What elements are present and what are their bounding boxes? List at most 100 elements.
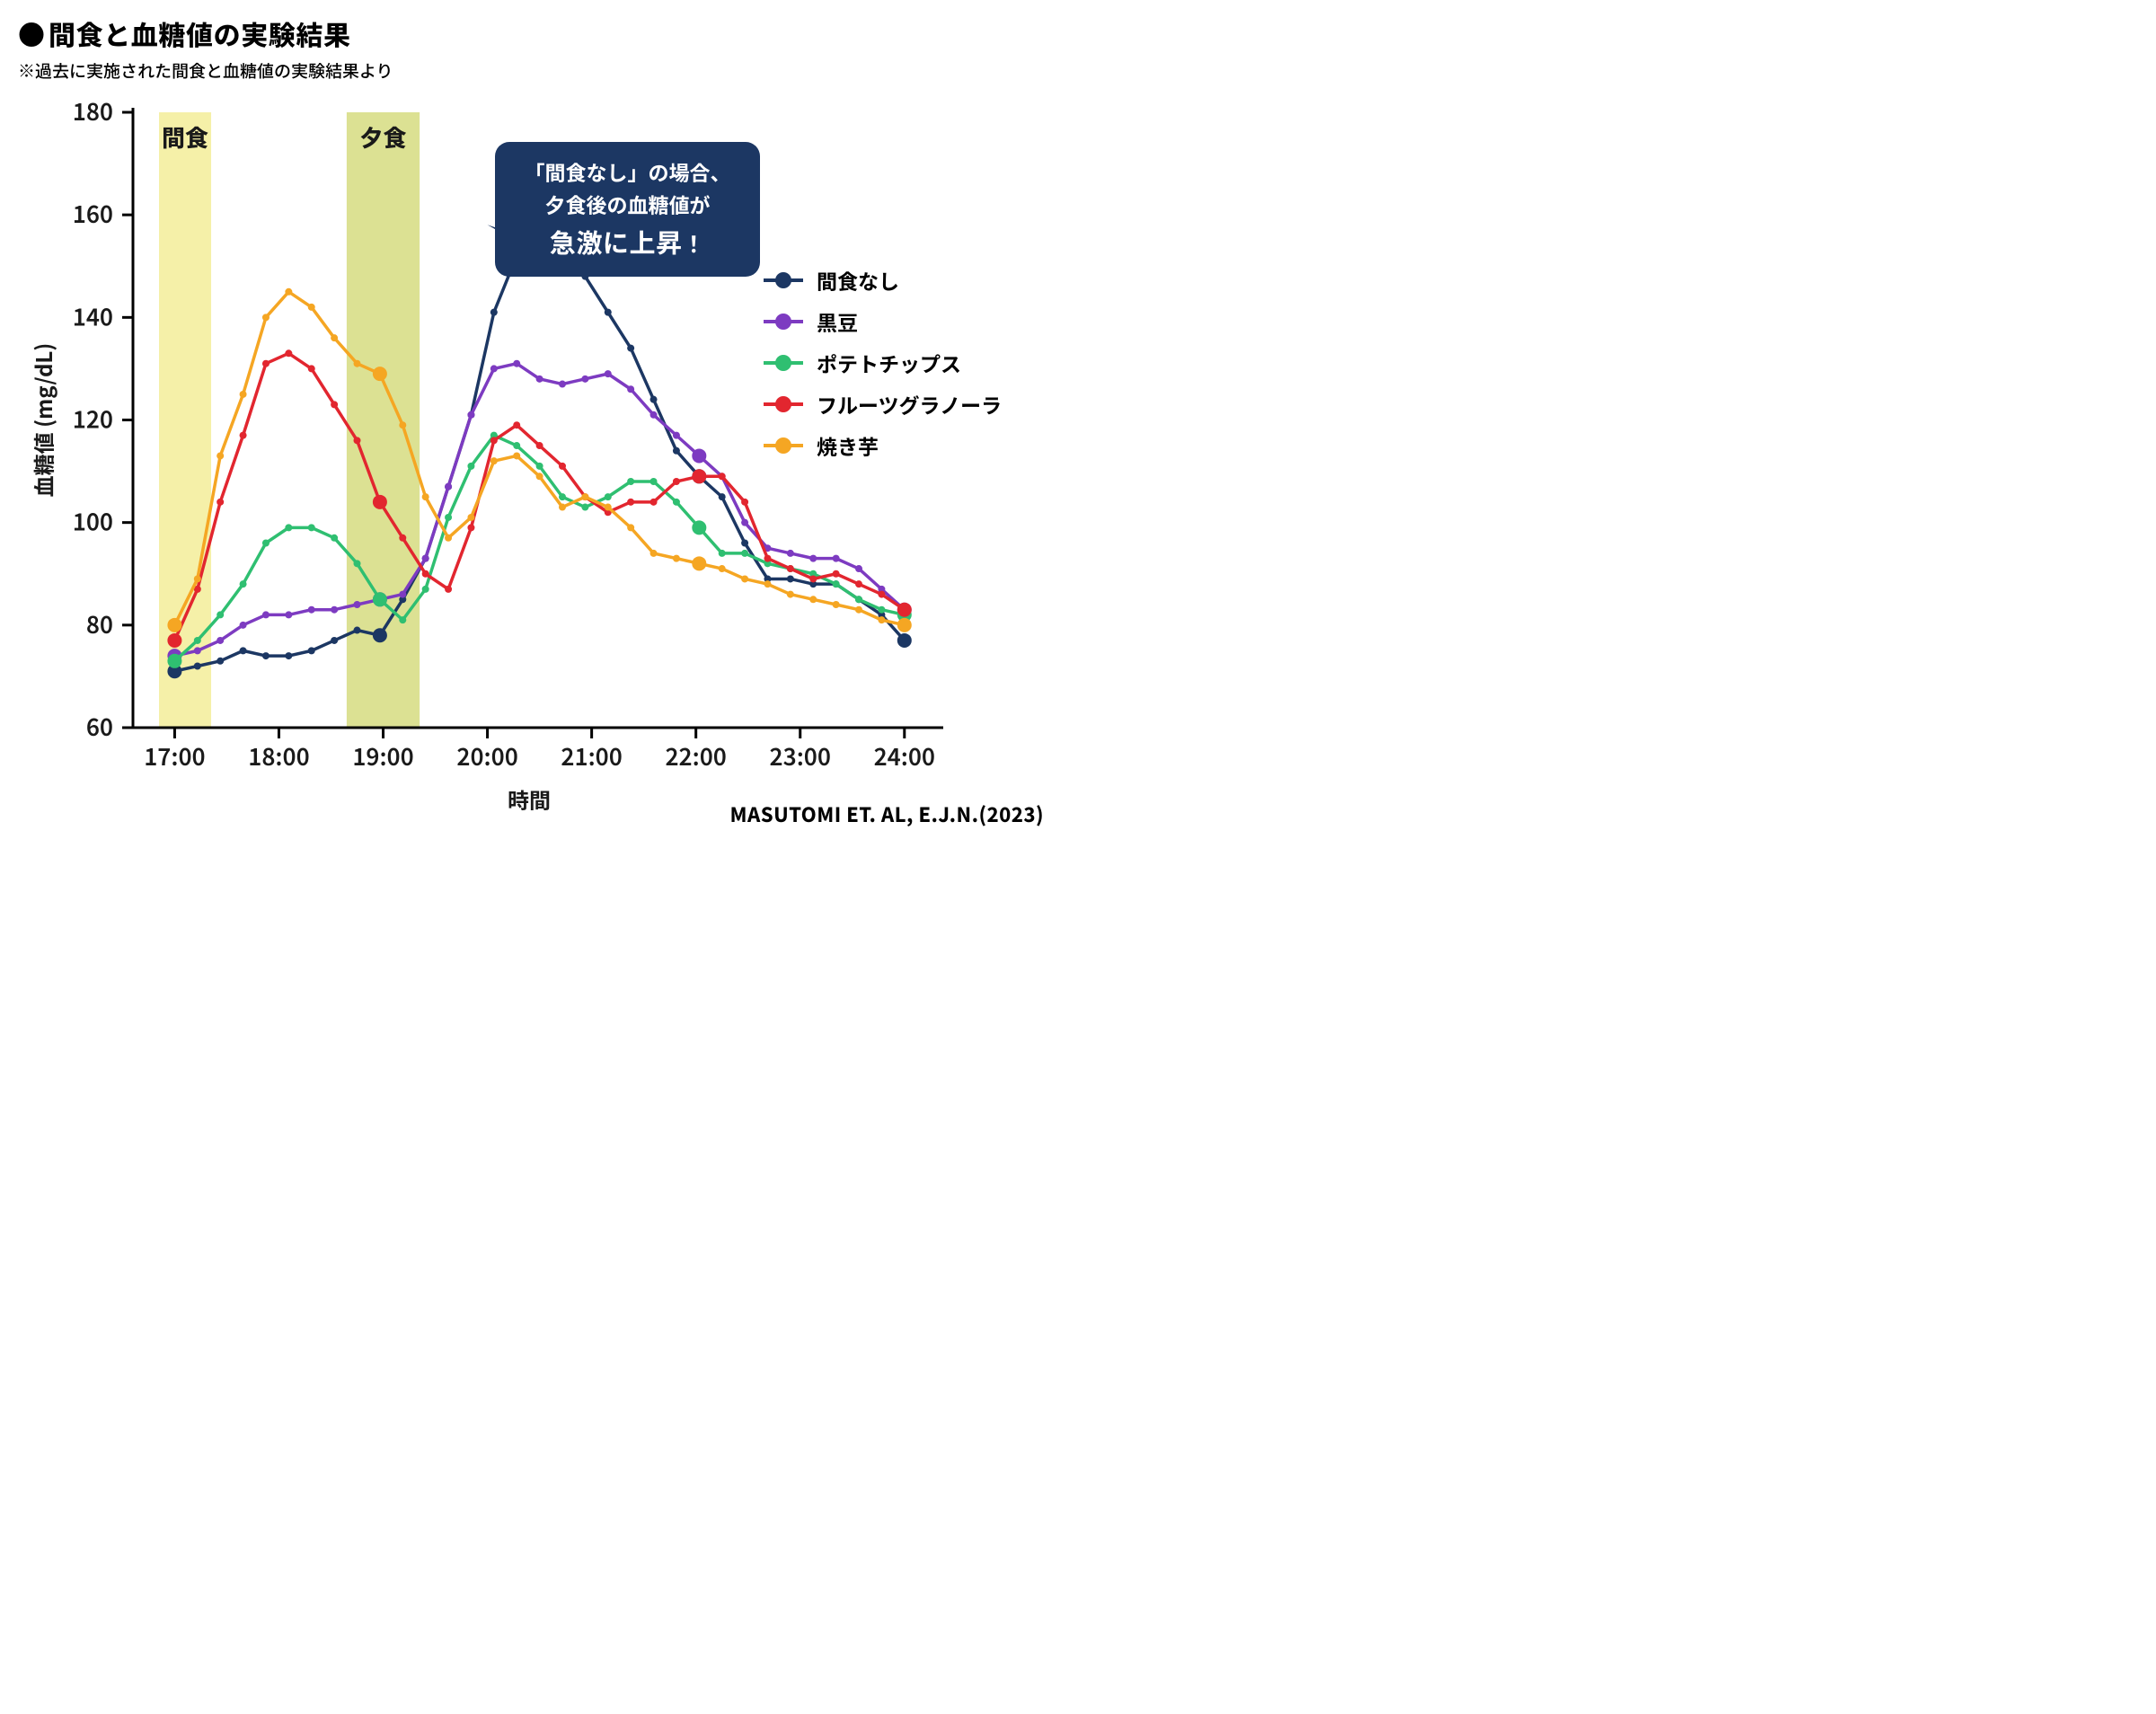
x-axis-label: 時間 (508, 783, 551, 815)
series-marker (581, 504, 588, 511)
series-marker (581, 375, 588, 383)
series-marker (559, 463, 566, 470)
series-marker (787, 591, 794, 598)
series-marker (285, 349, 292, 357)
series-marker (331, 401, 338, 408)
series-marker (833, 601, 840, 608)
series-marker (240, 432, 247, 439)
series-marker (833, 555, 840, 562)
series-marker (650, 478, 658, 485)
series-marker (650, 396, 658, 403)
page-title: 間食と血糖値の実験結果 (49, 13, 351, 53)
series-marker (285, 611, 292, 618)
series-marker (354, 437, 361, 444)
legend-swatch (759, 270, 808, 290)
legend-swatch (759, 353, 808, 373)
series-marker (809, 555, 817, 562)
series-marker (719, 473, 726, 480)
series-marker (855, 606, 862, 614)
series-marker (741, 550, 748, 557)
series-marker (741, 499, 748, 506)
citation: MASUTOMI ET. AL, E.J.N.(2023) (730, 800, 1044, 828)
legend-swatch (759, 312, 808, 331)
series-marker (331, 334, 338, 341)
band-label-0: 間食 (162, 120, 208, 154)
series-marker (627, 478, 634, 485)
series-marker (308, 304, 315, 311)
series-marker (216, 658, 224, 665)
series-marker (833, 580, 840, 588)
series-marker (216, 611, 224, 618)
series-marker (194, 637, 201, 644)
series-marker (354, 560, 361, 567)
series-marker (490, 309, 498, 316)
series-marker (513, 452, 520, 459)
series-marker (308, 524, 315, 531)
series-marker (559, 381, 566, 388)
series-marker (719, 493, 726, 500)
series-marker (627, 385, 634, 393)
series-marker (445, 483, 452, 490)
ytick-label: 100 (73, 505, 113, 538)
ytick-label: 140 (73, 299, 113, 332)
band-label-1: 夕食 (360, 120, 407, 154)
series-marker (167, 654, 181, 668)
series-marker (513, 442, 520, 449)
series-marker (692, 469, 706, 483)
series-marker (467, 463, 474, 470)
xtick-label: 22:00 (665, 739, 726, 773)
series-marker (719, 565, 726, 572)
series-marker (445, 514, 452, 521)
series-marker (331, 606, 338, 614)
xtick-label: 20:00 (456, 739, 517, 773)
series-marker (422, 570, 429, 578)
series-marker (741, 519, 748, 526)
series-marker (692, 448, 706, 463)
series-marker (331, 637, 338, 644)
series-marker (897, 603, 912, 617)
series-marker (399, 421, 406, 428)
legend-label: ポテトチップス (817, 348, 961, 378)
series-marker (445, 535, 452, 542)
series-marker (809, 575, 817, 582)
ytick-label: 60 (86, 710, 113, 743)
series-marker (467, 524, 474, 531)
series-marker (692, 520, 706, 535)
series-marker (855, 565, 862, 572)
legend-item: フルーツグラノーラ (759, 389, 1002, 420)
series-marker (513, 360, 520, 367)
series-marker (167, 633, 181, 648)
series-marker (399, 591, 406, 598)
title-bullet: ● (18, 20, 45, 47)
legend-item: 間食なし (759, 265, 1002, 296)
series-marker (399, 616, 406, 623)
legend-swatch (759, 436, 808, 455)
series-marker (536, 473, 543, 480)
series-marker (216, 452, 224, 459)
series-marker (581, 493, 588, 500)
series-marker (262, 314, 270, 321)
callout-line2: 夕食後の血糖値が (520, 189, 735, 219)
ytick-label: 80 (86, 607, 113, 641)
series-marker (262, 360, 270, 367)
series-marker (673, 499, 680, 506)
series-marker (673, 478, 680, 485)
series-marker (373, 592, 387, 606)
series-marker (308, 647, 315, 654)
series-marker (422, 555, 429, 562)
legend-label: 焼き芋 (817, 430, 879, 461)
series-marker (650, 550, 658, 557)
series-marker (627, 524, 634, 531)
series-marker (787, 565, 794, 572)
series-marker (285, 288, 292, 296)
series-marker (216, 499, 224, 506)
legend-item: 黒豆 (759, 306, 1002, 337)
series-marker (897, 618, 912, 632)
series-marker (673, 447, 680, 455)
y-axis-label: 血糖値 (mg/dL) (27, 343, 58, 498)
series-marker (650, 411, 658, 419)
series-marker (605, 493, 612, 500)
xtick-label: 24:00 (874, 739, 935, 773)
series-marker (741, 540, 748, 547)
series-marker (536, 442, 543, 449)
